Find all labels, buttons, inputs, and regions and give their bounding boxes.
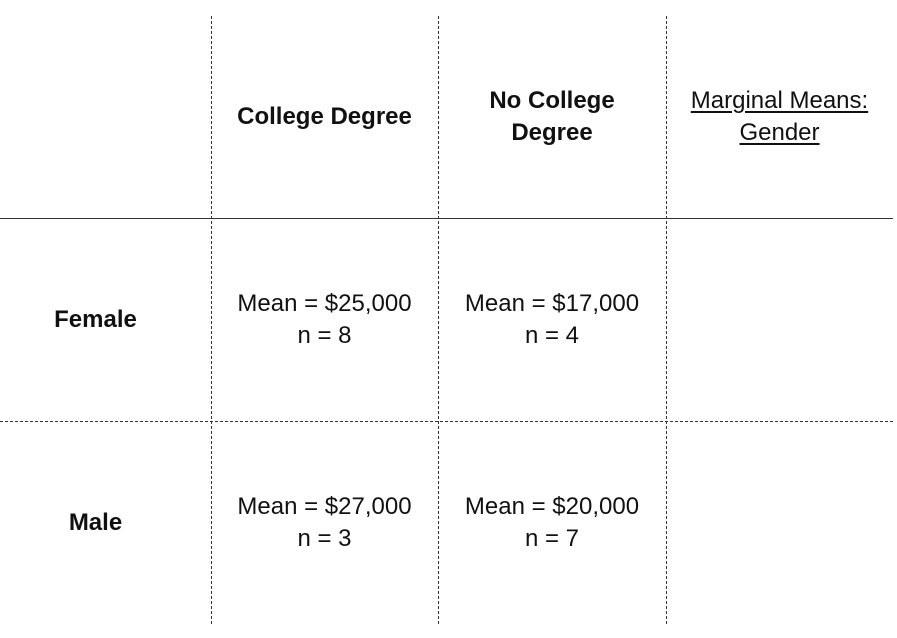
cell-mean: Mean = $25,000 <box>237 289 412 317</box>
row-divider <box>0 421 893 422</box>
cell-mean: Mean = $17,000 <box>464 289 640 317</box>
row-label-male: Male <box>0 421 211 624</box>
cell-n: n = 7 <box>524 524 580 552</box>
cell-n: n = 3 <box>297 524 352 552</box>
header-label: Marginal Means: Gender <box>690 87 869 146</box>
row-label: Male <box>68 508 123 536</box>
table-cell: Mean = $17,000 n = 4 <box>438 218 666 421</box>
table-cell-empty <box>666 421 893 624</box>
row-label: Female <box>54 305 137 333</box>
table-cell: Mean = $20,000 n = 7 <box>438 421 666 624</box>
table-cell: Mean = $27,000 n = 3 <box>211 421 438 624</box>
cell-mean: Mean = $27,000 <box>237 492 412 520</box>
row-label-female: Female <box>0 218 211 421</box>
column-divider <box>211 16 212 624</box>
cell-mean: Mean = $20,000 <box>464 492 640 520</box>
header-college-degree: College Degree <box>211 16 438 218</box>
header-marginal-means-gender: Marginal Means: Gender <box>666 16 893 218</box>
header-no-college-degree: No College Degree <box>438 16 666 218</box>
corner-cell <box>0 16 211 218</box>
cell-n: n = 8 <box>297 321 352 349</box>
header-label: College Degree <box>237 103 412 130</box>
column-divider <box>666 16 667 624</box>
cell-n: n = 4 <box>524 321 580 349</box>
header-label: No College Degree <box>489 87 615 146</box>
means-table: College Degree No College Degree Margina… <box>0 16 893 624</box>
column-divider <box>438 16 439 624</box>
table-cell-empty <box>666 218 893 421</box>
header-divider <box>0 218 893 219</box>
table-cell: Mean = $25,000 n = 8 <box>211 218 438 421</box>
